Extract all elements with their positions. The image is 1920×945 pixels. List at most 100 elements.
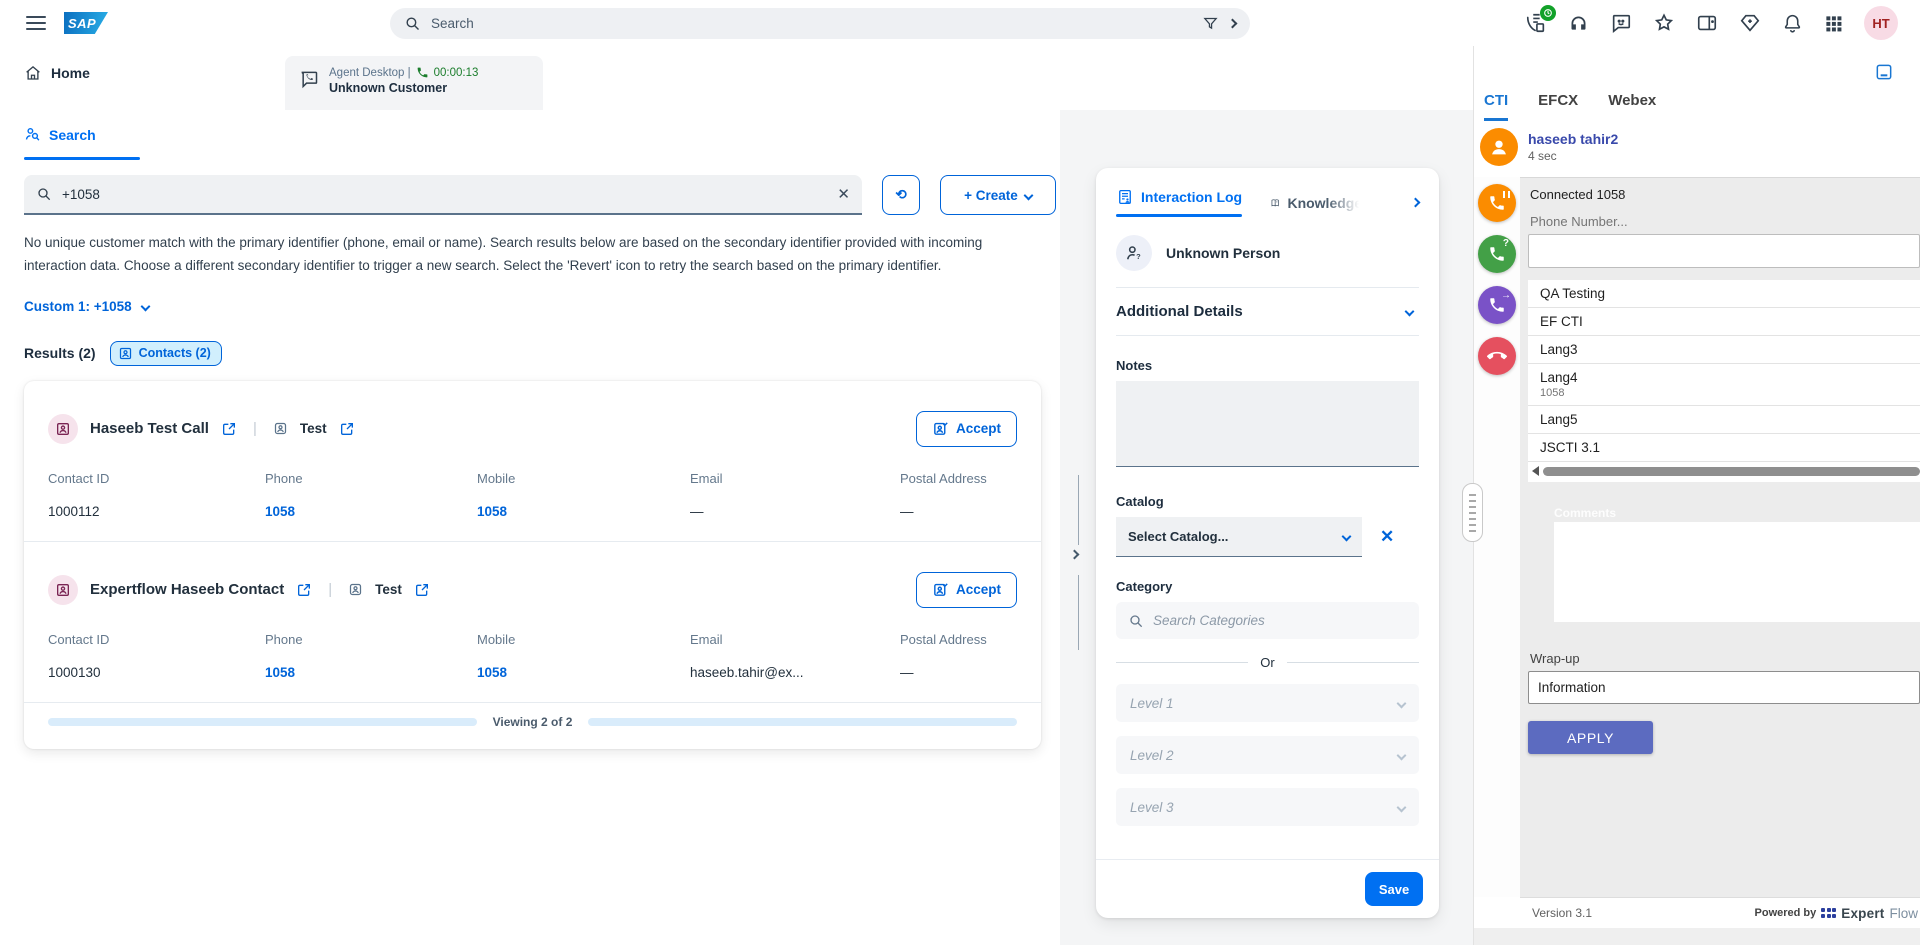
app-launcher-grid-icon[interactable]: [1824, 14, 1843, 33]
more-tabs-icon[interactable]: [1410, 197, 1421, 208]
arrow-icon: →: [1501, 290, 1511, 301]
end-call-button[interactable]: [1478, 337, 1516, 375]
side-panel-icon[interactable]: [1696, 12, 1718, 34]
queue-item[interactable]: EF CTI: [1528, 308, 1920, 336]
apply-button[interactable]: APPLY: [1528, 721, 1653, 754]
expertflow-logo-icon: [1821, 908, 1837, 918]
pause-icon: [1503, 191, 1510, 198]
category-search[interactable]: [1116, 602, 1419, 639]
queue-item[interactable]: Lang3: [1528, 336, 1920, 364]
chevron-down-icon: [1396, 698, 1407, 708]
mobile-link[interactable]: 1058: [477, 664, 508, 680]
chevron-down-icon: [1396, 750, 1407, 760]
call-phone-icon: [417, 67, 427, 78]
queue-item[interactable]: QA Testing: [1528, 280, 1920, 308]
version-label: Version 3.1: [1532, 906, 1593, 920]
tab-interaction-log-label: Interaction Log: [1141, 189, 1243, 205]
create-button[interactable]: + Create: [940, 175, 1056, 215]
open-contact-icon[interactable]: [296, 582, 312, 598]
gem-icon[interactable]: [1739, 12, 1761, 34]
notes-label: Notes: [1116, 358, 1153, 373]
col-header: Contact ID: [48, 631, 110, 647]
open-account-icon[interactable]: [414, 582, 430, 598]
revert-search-button[interactable]: ⟲: [882, 175, 920, 215]
brand-name-bold: Expert: [1841, 905, 1885, 921]
queue-item[interactable]: JSCTI 3.1: [1528, 434, 1920, 462]
contact-name: Haseeb Test Call: [90, 420, 209, 438]
contact-search-field[interactable]: ✕: [24, 175, 862, 215]
powered-by-label: Powered by: [1754, 907, 1817, 919]
queue-label: QA Testing: [1540, 286, 1606, 301]
hamburger-menu-icon[interactable]: [26, 16, 46, 30]
tab-webex[interactable]: Webex: [1608, 92, 1657, 109]
mobile-link[interactable]: 1058: [477, 503, 508, 519]
level-2-placeholder: Level 2: [1130, 747, 1174, 763]
chat-feedback-icon[interactable]: [1610, 12, 1632, 34]
panel-resize-handle[interactable]: [1462, 483, 1483, 542]
queue-label: EF CTI: [1540, 314, 1583, 329]
level-3-select[interactable]: Level 3: [1116, 788, 1419, 826]
bottom-strip: [1474, 928, 1920, 945]
queue-label: Lang5: [1540, 412, 1578, 427]
call-timer: 00:00:13: [433, 66, 479, 79]
user-avatar[interactable]: HT: [1864, 6, 1898, 40]
horizontal-scrollbar[interactable]: [1543, 466, 1920, 476]
interaction-panel: Interaction Log Knowledge ? Unknown Pers…: [1096, 168, 1439, 918]
tab-efcx[interactable]: EFCX: [1538, 92, 1579, 109]
accept-button[interactable]: Accept: [915, 410, 1017, 447]
open-contact-icon[interactable]: [221, 421, 237, 437]
phone-number-input[interactable]: [1528, 234, 1920, 268]
save-button[interactable]: Save: [1365, 872, 1423, 906]
tab-cti[interactable]: CTI: [1484, 92, 1509, 121]
queue-item[interactable]: Lang5: [1528, 406, 1920, 434]
level-1-select[interactable]: Level 1: [1116, 684, 1419, 722]
open-account-icon[interactable]: [339, 421, 355, 437]
favorites-star-icon[interactable]: [1653, 12, 1675, 34]
clear-catalog-icon[interactable]: ✕: [1380, 527, 1395, 546]
wrapup-input[interactable]: [1528, 671, 1920, 704]
level-2-select[interactable]: Level 2: [1116, 736, 1419, 774]
notifications-bell-icon[interactable]: [1782, 13, 1803, 34]
tab-knowledge-label: Knowledge: [1287, 194, 1363, 211]
search-expand-icon[interactable]: [1227, 18, 1238, 29]
session-tab[interactable]: Agent Desktop | 00:00:13 Unknown Custome…: [285, 56, 543, 110]
global-search[interactable]: [390, 8, 1250, 39]
chevron-down-icon: [1404, 306, 1415, 317]
queue-item[interactable]: Lang4 1058: [1528, 364, 1920, 406]
accept-button[interactable]: Accept: [915, 571, 1017, 608]
hold-call-button[interactable]: [1478, 184, 1516, 222]
contact-card-icon: [119, 347, 131, 359]
consult-call-button[interactable]: ?: [1478, 235, 1516, 273]
accept-contact-icon: [934, 583, 948, 597]
tab-search[interactable]: Search: [24, 126, 96, 143]
comments-textarea[interactable]: [1554, 522, 1920, 622]
additional-details-label: Additional Details: [1116, 303, 1243, 320]
paging-bar-right: [588, 717, 1017, 726]
scroll-left-icon[interactable]: [1532, 466, 1539, 476]
account-icon: [350, 584, 362, 596]
contact-search-input[interactable]: [62, 186, 828, 202]
tab-interaction-log[interactable]: Interaction Log: [1116, 188, 1243, 217]
grip-dots-icon: [1469, 493, 1476, 532]
nav-home[interactable]: Home: [24, 64, 90, 82]
collapse-panel-icon[interactable]: [1069, 549, 1080, 560]
global-search-input[interactable]: [431, 16, 1192, 31]
accept-label: Accept: [955, 421, 1001, 437]
contacts-filter-badge[interactable]: Contacts (2): [109, 340, 222, 366]
phone-link[interactable]: 1058: [265, 664, 296, 680]
catalog-select[interactable]: Select Catalog...: [1116, 517, 1362, 557]
additional-details-toggle[interactable]: Additional Details: [1116, 288, 1419, 336]
notes-textarea[interactable]: [1116, 381, 1419, 467]
transfer-call-button[interactable]: →: [1478, 286, 1516, 324]
headset-icon[interactable]: [1568, 13, 1589, 34]
custom-filter-dropdown[interactable]: Custom 1: +1058: [24, 299, 1060, 314]
agent-console-icon[interactable]: [1525, 5, 1556, 34]
filter-icon[interactable]: [1202, 15, 1219, 32]
tab-knowledge[interactable]: Knowledge: [1270, 194, 1362, 212]
chevron-down-icon: [140, 301, 151, 312]
cti-content: Connected 1058 Phone Number... QA Testin…: [1520, 177, 1920, 897]
phone-link[interactable]: 1058: [265, 503, 296, 519]
category-search-input[interactable]: [1153, 613, 1407, 628]
clear-search-icon[interactable]: ✕: [837, 186, 850, 203]
minimize-panel-icon[interactable]: [1874, 62, 1894, 82]
